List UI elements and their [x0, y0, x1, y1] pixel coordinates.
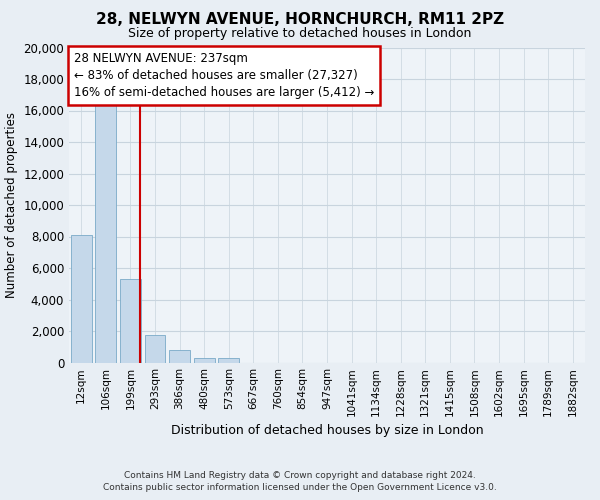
Bar [71, 235, 92, 362]
Bar [95, 102, 116, 362]
Y-axis label: Number of detached properties: Number of detached properties [5, 112, 18, 298]
Text: 28 NELWYN AVENUE: 237sqm
← 83% of detached houses are smaller (27,327)
16% of se: 28 NELWYN AVENUE: 237sqm ← 83% of detach… [74, 52, 374, 99]
Text: Contains HM Land Registry data © Crown copyright and database right 2024.
Contai: Contains HM Land Registry data © Crown c… [103, 471, 497, 492]
Bar [218, 358, 239, 362]
Bar [169, 350, 190, 362]
Bar [120, 279, 141, 362]
Bar [145, 335, 166, 362]
Text: Size of property relative to detached houses in London: Size of property relative to detached ho… [128, 28, 472, 40]
Text: 28, NELWYN AVENUE, HORNCHURCH, RM11 2PZ: 28, NELWYN AVENUE, HORNCHURCH, RM11 2PZ [96, 12, 504, 28]
X-axis label: Distribution of detached houses by size in London: Distribution of detached houses by size … [170, 424, 484, 438]
Bar [194, 358, 215, 362]
